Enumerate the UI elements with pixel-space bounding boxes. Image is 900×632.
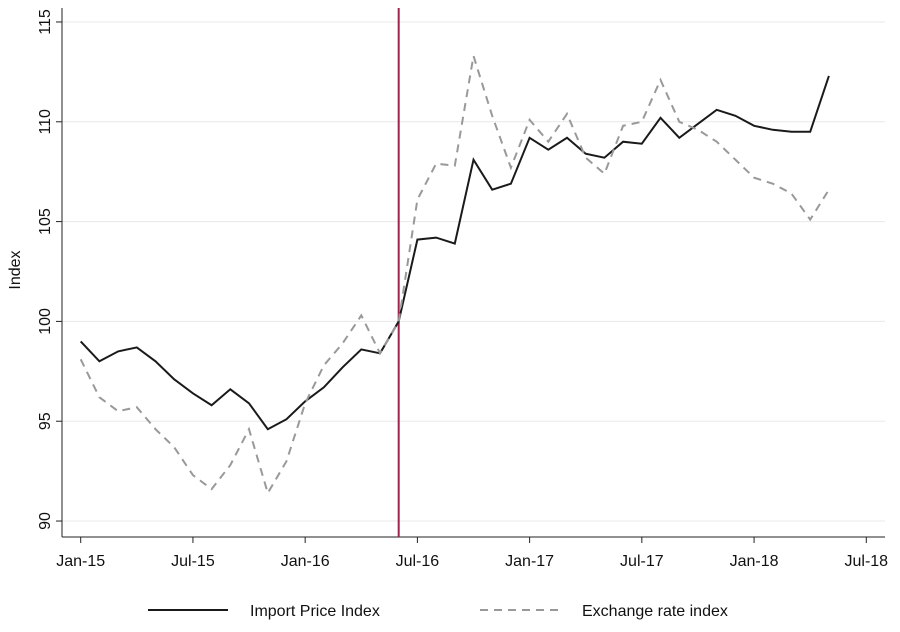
y-tick-label: 95 xyxy=(37,412,54,430)
y-tick-label: 110 xyxy=(37,109,54,135)
legend-label: Import Price Index xyxy=(250,603,380,620)
y-axis-label: Index xyxy=(7,250,24,289)
x-tick-label: Jul-18 xyxy=(845,553,889,570)
x-tick-label: Jul-17 xyxy=(620,553,664,570)
y-tick-label: 90 xyxy=(37,512,54,530)
x-tick-label: Jan-16 xyxy=(281,553,330,570)
data-line xyxy=(79,55,830,496)
y-tick-label: 105 xyxy=(37,208,54,235)
data-line xyxy=(79,75,830,431)
x-tick-label: Jan-18 xyxy=(730,553,779,570)
x-tick-label: Jul-16 xyxy=(396,553,440,570)
x-tick-label: Jan-15 xyxy=(56,553,105,570)
legend-label: Exchange rate index xyxy=(582,603,728,620)
y-tick-label: 115 xyxy=(37,9,54,35)
x-tick-label: Jul-15 xyxy=(171,553,215,570)
x-tick-label: Jan-17 xyxy=(505,553,554,570)
y-tick-label: 100 xyxy=(37,308,54,335)
